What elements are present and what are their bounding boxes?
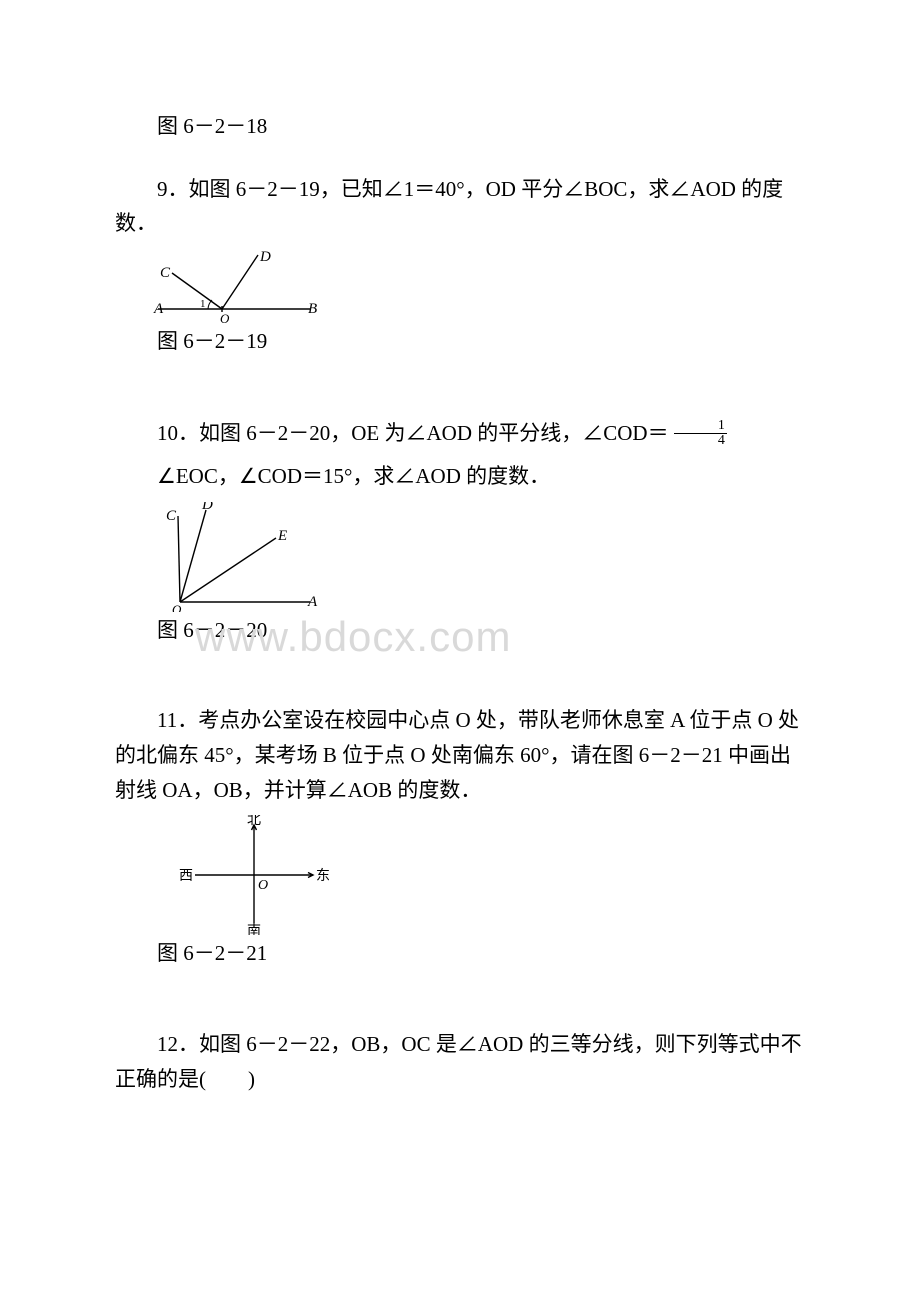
figure-20: A E D C O (115, 502, 805, 612)
figure-21: 北南 西 东 O (115, 815, 805, 935)
figure-18-label: 图 6－2－18 (115, 110, 805, 144)
svg-text:A: A (307, 594, 318, 610)
question-11: 11．考点办公室设在校园中心点 O 处，带队老师休息室 A 位于点 O 处的北偏… (115, 703, 805, 807)
question-10-line1: 10．如图 6－2－20，OE 为∠AOD 的平分线，∠COD＝ 1 4 (115, 416, 805, 451)
question-12: 12．如图 6－2－22，OB，OC 是∠AOD 的三等分线，则下列等式中不正确… (115, 1027, 805, 1096)
question-10-line2: ∠EOC，∠COD＝15°，求∠AOD 的度数． (115, 459, 805, 494)
figure-19-svg: A B C D O 1 (150, 249, 320, 323)
svg-text:E: E (277, 528, 287, 544)
svg-text:O: O (258, 878, 268, 893)
svg-text:B: B (308, 301, 317, 317)
svg-text:O: O (172, 602, 182, 612)
svg-text:南: 南 (247, 923, 261, 935)
svg-text:D: D (201, 502, 213, 513)
document-page: www.bdocx.com 图 6－2－18 9．如图 6－2－19，已知∠1＝… (0, 0, 920, 1164)
svg-text:北: 北 (247, 815, 261, 828)
fraction-denominator: 4 (674, 434, 727, 448)
question-10-text-a: 10．如图 6－2－20，OE 为∠AOD 的平分线，∠COD＝ (157, 421, 669, 445)
svg-text:西: 西 (179, 869, 193, 884)
figure-19-label: 图 6－2－19 (115, 325, 805, 359)
svg-text:C: C (166, 508, 177, 524)
svg-text:C: C (160, 265, 171, 281)
figure-20-svg: A E D C O (150, 502, 324, 612)
figure-19: A B C D O 1 (115, 249, 805, 323)
figure-21-label: 图 6－2－21 (115, 937, 805, 971)
fraction-one-quarter: 1 4 (674, 419, 727, 448)
fraction-numerator: 1 (674, 419, 727, 434)
svg-text:D: D (259, 249, 271, 265)
figure-20-label: 图 6－2－20 (115, 614, 805, 648)
svg-text:O: O (220, 311, 230, 323)
question-9: 9．如图 6－2－19，已知∠1＝40°，OD 平分∠BOC，求∠AOD 的度数… (115, 172, 805, 241)
svg-text:1: 1 (200, 298, 206, 310)
figure-21-svg: 北南 西 东 O (179, 815, 329, 935)
svg-text:A: A (153, 301, 164, 317)
svg-text:东: 东 (316, 868, 329, 884)
